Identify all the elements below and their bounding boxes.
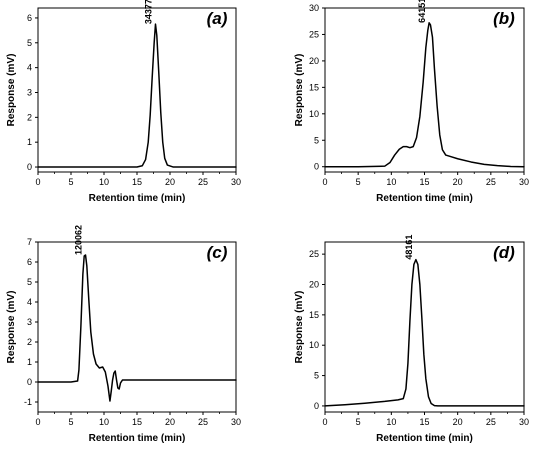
y-axis-title: Response (mV) [294, 54, 305, 127]
peak-annotation: 34377 [143, 0, 153, 24]
plot-frame [37, 241, 237, 413]
plot-frame [37, 7, 237, 173]
x-tick-label: 10 [386, 417, 396, 427]
y-tick-label: 1 [27, 137, 32, 147]
series-line [324, 258, 525, 407]
series-line [37, 254, 237, 402]
y-tick-label: 5 [314, 371, 319, 381]
x-tick-label: 25 [198, 417, 208, 427]
y-tick-label: 10 [309, 109, 319, 119]
x-tick-label: 0 [35, 417, 40, 427]
y-tick-label: 25 [309, 29, 319, 39]
y-tick-label: 0 [314, 162, 319, 172]
x-tick-label: 25 [486, 177, 496, 187]
y-tick-label: 25 [309, 249, 319, 259]
x-tick-label: 0 [322, 177, 327, 187]
plot-frame [324, 241, 525, 413]
y-tick-label: 2 [27, 337, 32, 347]
y-tick-label: 4 [27, 63, 32, 73]
y-tick-label: 0 [27, 162, 32, 172]
x-tick-label: 30 [519, 417, 529, 427]
panel-label: (d) [493, 243, 515, 262]
x-axis-title: Retention time (min) [376, 193, 473, 204]
x-tick-label: 30 [519, 177, 529, 187]
y-tick-label: 2 [27, 112, 32, 122]
series-line [37, 23, 237, 168]
x-tick-label: 0 [35, 177, 40, 187]
x-tick-label: 5 [356, 417, 361, 427]
x-tick-label: 30 [231, 417, 241, 427]
x-tick-label: 15 [132, 417, 142, 427]
x-tick-label: 10 [386, 177, 396, 187]
x-tick-label: 15 [132, 177, 142, 187]
x-tick-label: 20 [453, 177, 463, 187]
x-tick-label: 10 [99, 417, 109, 427]
x-tick-label: 5 [68, 417, 73, 427]
y-tick-label: 0 [27, 377, 32, 387]
y-tick-label: 0 [314, 401, 319, 411]
panel-label: (a) [207, 9, 228, 28]
y-tick-label: -1 [24, 397, 32, 407]
x-tick-label: 25 [486, 417, 496, 427]
x-tick-label: 15 [419, 417, 429, 427]
x-tick-label: 20 [453, 417, 463, 427]
y-tick-label: 6 [27, 257, 32, 267]
peak-annotation: 64151 [417, 0, 427, 23]
chart-panel-4: 0 5 10 15 20 25 30 0 5 10 15 20 25 Retention time (mi… [294, 235, 529, 444]
series-line [324, 22, 525, 168]
y-tick-label: 3 [27, 87, 32, 97]
y-tick-label: 7 [27, 237, 32, 247]
y-axis-title: Response (mV) [294, 291, 305, 364]
x-tick-label: 20 [165, 177, 175, 187]
x-axis-title: Retention time (min) [376, 433, 473, 444]
x-tick-label: 5 [356, 177, 361, 187]
x-tick-label: 30 [231, 177, 241, 187]
x-tick-label: 20 [165, 417, 175, 427]
y-tick-label: 6 [27, 13, 32, 23]
x-axis-title: Retention time (min) [89, 433, 186, 444]
y-tick-label: 15 [309, 82, 319, 92]
y-tick-label: 15 [309, 310, 319, 320]
panel-label: (c) [207, 243, 228, 262]
y-tick-label: 20 [309, 56, 319, 66]
y-tick-label: 4 [27, 297, 32, 307]
plot-frame [324, 7, 525, 173]
y-tick-label: 5 [27, 277, 32, 287]
peak-annotation: 120062 [74, 225, 84, 255]
y-tick-label: 10 [309, 340, 319, 350]
panel-label: (b) [493, 9, 515, 28]
y-tick-label: 30 [309, 3, 319, 13]
x-tick-label: 0 [322, 417, 327, 427]
x-axis-title: Retention time (min) [89, 193, 186, 204]
y-tick-label: 5 [314, 135, 319, 145]
y-tick-label: 3 [27, 317, 32, 327]
y-axis-title: Response (mV) [6, 54, 17, 127]
y-tick-label: 5 [27, 38, 32, 48]
x-tick-label: 10 [99, 177, 109, 187]
peak-annotation: 48161 [404, 235, 414, 260]
y-tick-label: 20 [309, 280, 319, 290]
chart-panel-2: 0 5 10 15 20 25 30 0 5 10 15 20 25 30 Retention time (… [294, 0, 529, 204]
chart-panel-1: 0 5 10 15 20 25 30 0 1 2 3 4 5 6 Retention time (min) R… [6, 0, 241, 204]
x-tick-label: 25 [198, 177, 208, 187]
y-axis-title: Response (mV) [6, 291, 17, 364]
y-tick-label: 1 [27, 357, 32, 367]
x-tick-label: 5 [68, 177, 73, 187]
x-tick-label: 15 [419, 177, 429, 187]
